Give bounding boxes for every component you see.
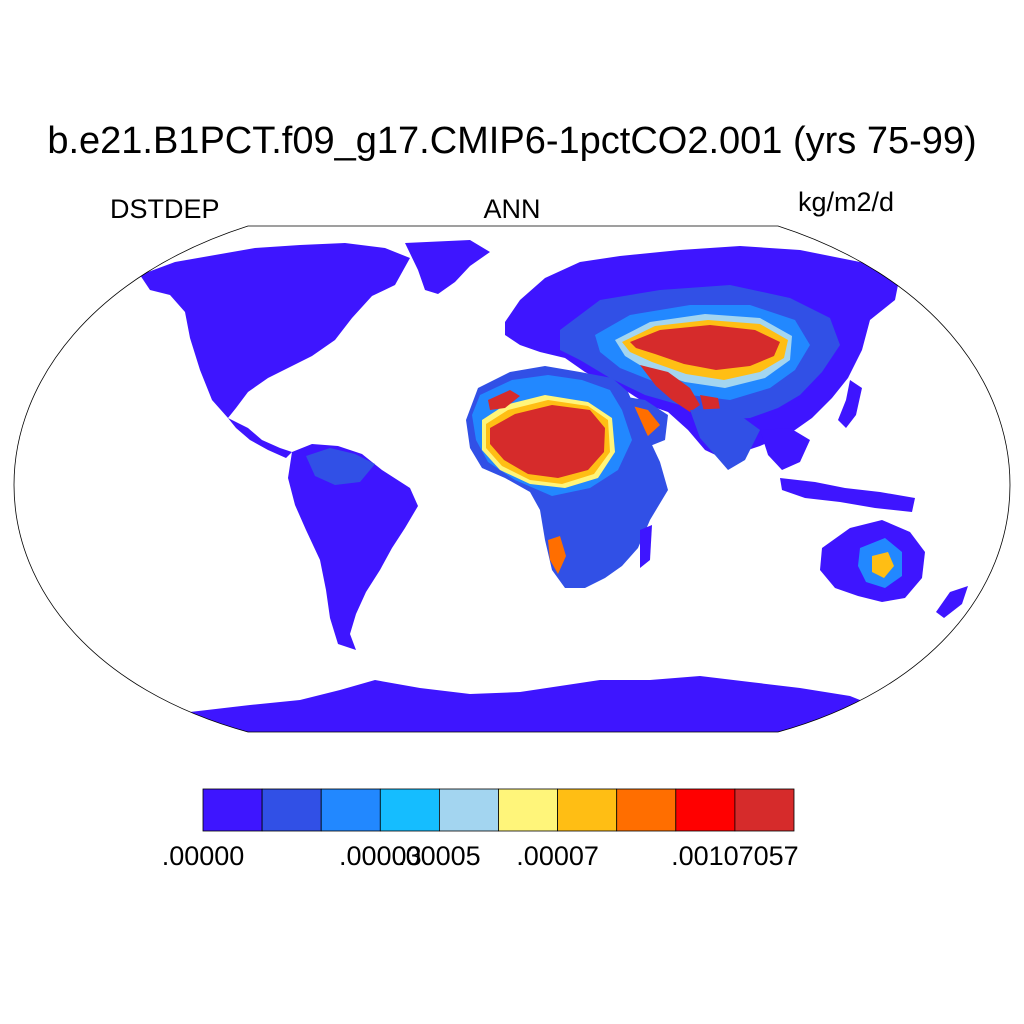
indonesia	[780, 478, 915, 512]
southern-africa-dust	[548, 536, 566, 574]
colorbar-box-4	[438, 788, 499, 832]
variable-label: DSTDEP	[110, 194, 220, 224]
globe-outline	[13, 225, 1011, 733]
colorbar-box-0	[202, 788, 263, 832]
north-africa-dust	[488, 390, 520, 410]
plot-title: b.e21.B1PCT.f09_g17.CMIP6-1pctCO2.001 (y…	[47, 120, 977, 162]
antarctica	[140, 676, 880, 732]
colorbar-tick-label: .00000	[161, 841, 245, 871]
south-america	[288, 444, 418, 650]
central-asia-dust-core	[630, 325, 780, 370]
japan	[838, 380, 862, 428]
south-america-north-coast	[306, 448, 375, 485]
colorbar-tick-label: .00007	[516, 841, 599, 871]
madagascar	[640, 525, 652, 568]
north-america	[140, 243, 410, 418]
colorbar-box-8	[675, 788, 736, 832]
colorbar-tick-label: .00107057	[671, 841, 799, 871]
season-label: ANN	[483, 194, 541, 224]
southeast-asia	[760, 428, 810, 470]
greenland	[405, 240, 490, 294]
middle-east-dust	[640, 365, 700, 412]
new-zealand	[936, 586, 968, 618]
colorbar-tick-label: .00003	[339, 841, 422, 871]
central-america	[228, 418, 292, 458]
colorbar-box-3	[379, 788, 440, 832]
india	[690, 408, 760, 470]
colorbar-box-7	[616, 788, 677, 832]
land-fill-layer	[140, 240, 968, 732]
australia-dust	[872, 552, 894, 578]
colorbar-box-6	[557, 788, 618, 832]
colorbar-box-5	[498, 788, 558, 832]
colorbar-tick-label: .00005	[398, 841, 481, 871]
colorbar-box-9	[734, 788, 795, 832]
sahara-dust-core	[490, 405, 605, 478]
colorbar-box-1	[261, 788, 322, 832]
colorbar-box-2	[320, 788, 381, 832]
units-label: kg/m2/d	[798, 187, 895, 217]
